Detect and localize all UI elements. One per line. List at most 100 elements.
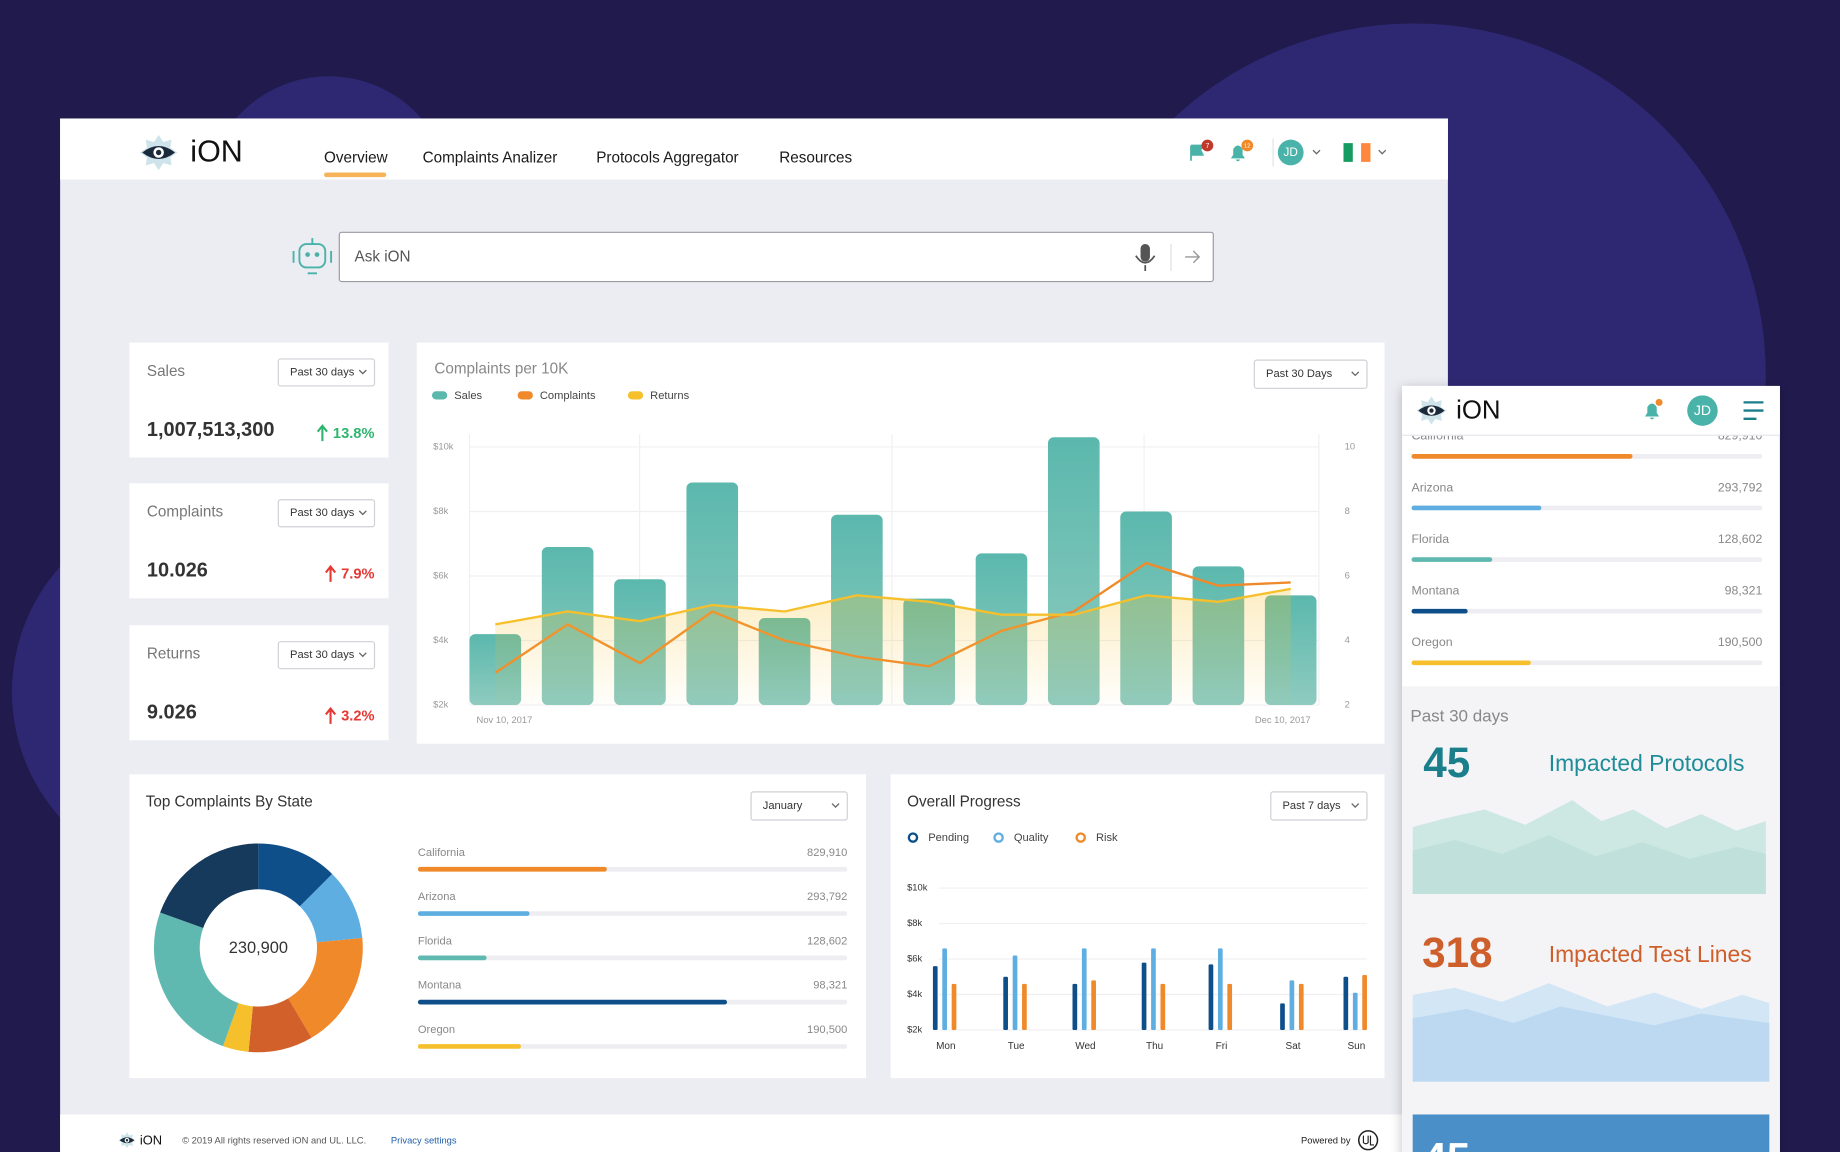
- nav-link[interactable]: Complaints Analizer: [423, 149, 558, 166]
- avatar[interactable]: [1687, 395, 1718, 426]
- send-arrow[interactable]: [1185, 250, 1201, 264]
- y-tick-label: $10k: [907, 883, 928, 893]
- donut-segment: [288, 938, 363, 1038]
- mic-icon[interactable]: [1140, 244, 1150, 262]
- dropdown[interactable]: Past 30 days: [277, 358, 376, 387]
- dropdown[interactable]: January: [750, 791, 848, 821]
- state-value: 829,910: [807, 847, 847, 859]
- robot-antenna: [292, 238, 333, 275]
- dropdown-box[interactable]: [750, 791, 848, 821]
- donut-center-label: 230,900: [229, 939, 288, 957]
- chart-title: Top Complaints By State: [146, 793, 313, 810]
- bar: [1289, 980, 1295, 1030]
- bar: [1072, 983, 1078, 1030]
- logo-icon: [139, 134, 178, 171]
- dropdown[interactable]: Past 7 days: [1270, 791, 1368, 821]
- bar: [1227, 983, 1233, 1030]
- dropdown-box[interactable]: [1253, 359, 1368, 389]
- nav-link[interactable]: Protocols Aggregator: [596, 149, 738, 166]
- bar: [932, 966, 938, 1030]
- dropdown-label[interactable]: Past 30 days: [290, 507, 355, 519]
- badge: [1655, 398, 1663, 406]
- avatar-initials: JD: [1694, 402, 1711, 418]
- chevron-icon: [358, 510, 367, 516]
- kpi-label: Complaints: [147, 504, 224, 521]
- kpi-card: Sales Past 30 days 1,007,513,300 13.8%: [129, 342, 389, 458]
- flag-icon[interactable]: [1190, 144, 1205, 161]
- legend-marker: [627, 391, 644, 400]
- dropdown-box[interactable]: [1270, 791, 1368, 821]
- dropdown-label[interactable]: Past 30 days: [290, 649, 355, 661]
- progress-fill: [1411, 505, 1542, 511]
- stat-label: Impacted Test Lines: [1549, 941, 1752, 967]
- top-bar: [60, 118, 1448, 180]
- bell-icon[interactable]: [1644, 403, 1660, 420]
- x-tick-label: Wed: [1075, 1041, 1095, 1052]
- menu-icon[interactable]: [1743, 401, 1764, 420]
- kpi-change: 3.2%: [341, 709, 374, 725]
- y-tick-label: $8k: [907, 918, 922, 928]
- dropdown-label[interactable]: January: [763, 800, 803, 812]
- chevron-icon: [358, 369, 367, 375]
- bar: [1003, 976, 1008, 1030]
- bar: [1091, 980, 1096, 1030]
- section-period: Past 30 days: [1410, 706, 1508, 725]
- state-name: Florida: [1412, 532, 1450, 546]
- dropdown-label[interactable]: Past 30 days: [290, 366, 355, 378]
- legend-label: Returns: [650, 390, 689, 402]
- badge-count: 7: [1205, 143, 1209, 150]
- dropdown-label[interactable]: Past 7 days: [1282, 800, 1341, 812]
- dropdown-label[interactable]: Past 30 Days: [1266, 368, 1333, 380]
- search-input[interactable]: [338, 231, 1214, 283]
- avatar[interactable]: [1277, 139, 1304, 166]
- progress-chart-card: Overall Progress Past 7 days Pending Qualit…: [890, 774, 1385, 1079]
- footer-logo: iON: [140, 1132, 162, 1147]
- bell-icon[interactable]: [1230, 145, 1245, 162]
- progress-fill: [417, 866, 607, 872]
- bar: [1160, 983, 1166, 1030]
- nav-link[interactable]: Overview: [324, 149, 389, 166]
- mobile-panel: California829,910Arizona293,792Florida12…: [1402, 385, 1780, 1152]
- footer-bg: [60, 1114, 1448, 1152]
- stat-value: 45: [1423, 739, 1470, 786]
- dropdown[interactable]: Past 30 days: [277, 641, 376, 670]
- state-value: 293,792: [807, 891, 847, 903]
- bar: [951, 983, 957, 1030]
- dropdown-box[interactable]: [277, 641, 376, 670]
- complaints-chart-card: Complaints per 10K Past 30 Days Sales Compl…: [416, 342, 1385, 744]
- bar: [1362, 974, 1367, 1030]
- state-chart-card: Top Complaints By State January 230,900 Cal…: [129, 774, 867, 1079]
- dropdown[interactable]: Past 30 days: [277, 499, 376, 528]
- progress-track: [417, 1044, 848, 1049]
- area-fill: [495, 588, 1291, 706]
- flag-green: [1343, 143, 1353, 162]
- chevron-icon: [831, 803, 840, 809]
- logo-icon: [1416, 396, 1447, 425]
- y-tick-label: $6k: [433, 570, 448, 580]
- dropdown-box[interactable]: [277, 499, 376, 528]
- kpi-value: 10.026: [147, 560, 208, 582]
- legend-label: Sales: [454, 390, 482, 402]
- state-name: Oregon: [418, 1024, 455, 1036]
- bar: [1217, 948, 1223, 1030]
- state-value: 128,602: [807, 935, 847, 947]
- trend-arrow: [325, 706, 337, 724]
- chevron-icon: [1378, 149, 1387, 155]
- state-value: 98,321: [813, 980, 847, 992]
- dropdown[interactable]: Past 30 Days: [1253, 359, 1368, 389]
- search-placeholder[interactable]: Ask iON: [355, 249, 411, 266]
- chart-title: Overall Progress: [907, 793, 1021, 810]
- kpi-change: 13.8%: [333, 426, 375, 442]
- y-tick-label: $4k: [907, 989, 922, 999]
- bar: [1151, 948, 1156, 1030]
- search-bar: Ask iON: [292, 231, 1214, 283]
- bar: [1352, 992, 1358, 1030]
- state-name: Montana: [1412, 584, 1460, 598]
- chevron-icon: [1351, 371, 1360, 377]
- y2-tick-label: 6: [1345, 570, 1350, 580]
- nav-link[interactable]: Resources: [779, 149, 852, 166]
- dropdown-box[interactable]: [277, 358, 376, 387]
- footer-link[interactable]: Privacy settings: [391, 1135, 457, 1145]
- trend-arrow: [325, 564, 337, 582]
